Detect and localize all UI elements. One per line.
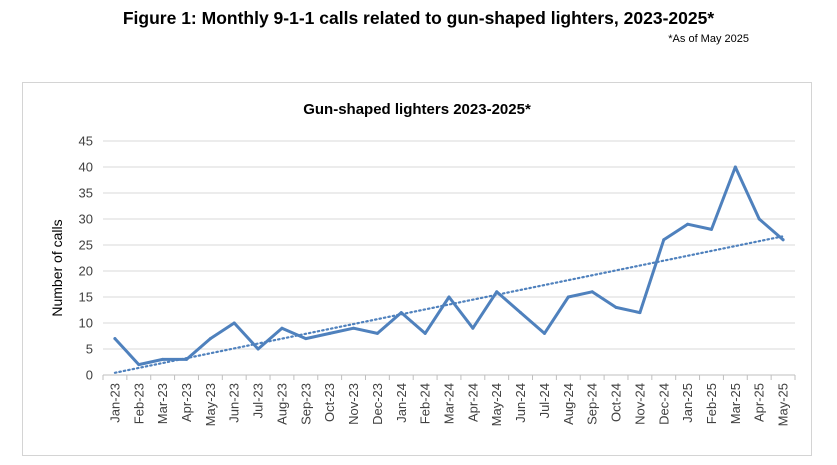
data-point: [757, 217, 761, 221]
y-axis-label: Number of calls: [49, 219, 65, 316]
series-group: [113, 165, 785, 374]
data-point: [590, 290, 594, 294]
y-tick-label: 15: [79, 290, 93, 305]
x-tick-label: May-24: [489, 383, 504, 426]
data-point: [256, 347, 260, 351]
x-tick-label: Oct-24: [609, 383, 624, 422]
data-point: [399, 311, 403, 315]
y-tick-label: 40: [79, 160, 93, 175]
x-tick-label: Nov-24: [632, 383, 647, 425]
y-tick-label: 10: [79, 316, 93, 331]
x-tick-label: Aug-24: [561, 383, 576, 425]
data-point: [304, 337, 308, 341]
x-tick-label: Feb-25: [704, 383, 719, 424]
data-point: [447, 295, 451, 299]
x-tick-label: Mar-23: [155, 383, 170, 424]
data-point: [161, 357, 165, 361]
x-tick-label: Jan-25: [680, 383, 695, 423]
data-point: [423, 331, 427, 335]
x-tick-label: Apr-23: [179, 383, 194, 422]
data-point: [280, 326, 284, 330]
data-point: [781, 238, 785, 242]
data-point: [352, 326, 356, 330]
x-tick-label: Jan-23: [107, 383, 122, 423]
x-tick-label: Dec-23: [370, 383, 385, 425]
x-tick-label: Feb-23: [131, 383, 146, 424]
chart-area: Gun-shaped lighters 2023-2025* Number of…: [22, 82, 812, 456]
x-tick-label: Apr-25: [752, 383, 767, 422]
data-point: [566, 295, 570, 299]
y-tick-label: 45: [79, 134, 93, 149]
x-tick-label: Oct-23: [322, 383, 337, 422]
data-point: [519, 311, 523, 315]
y-tick-label: 30: [79, 212, 93, 227]
y-tick-label: 0: [86, 368, 93, 383]
trendline: [113, 235, 785, 374]
x-tick-label: May-23: [203, 383, 218, 426]
x-tick-label: Jul-23: [251, 383, 266, 418]
data-point: [328, 331, 332, 335]
chart-title: Gun-shaped lighters 2023-2025*: [303, 101, 531, 118]
data-point: [232, 321, 236, 325]
figure-note: *As of May 2025: [668, 33, 749, 45]
data-point: [471, 326, 475, 330]
x-tick-label: Jun-23: [227, 383, 242, 423]
x-tick-label: Sep-24: [585, 383, 600, 425]
data-point: [137, 363, 141, 367]
x-tick-label: Apr-24: [465, 383, 480, 422]
x-tick-label: May-25: [776, 383, 791, 426]
x-tick-labels: Jan-23 Feb-23 Mar-23 Apr-23 May-23 Jun-23 Jul-…: [107, 383, 790, 426]
series-line-calls: [113, 165, 785, 367]
x-tick-label: Jul-24: [537, 383, 552, 418]
y-tick-label: 5: [86, 342, 93, 357]
x-tick-label: Sep-23: [298, 383, 313, 425]
data-point: [662, 238, 666, 242]
x-tick-label: Nov-23: [346, 383, 361, 425]
data-point: [495, 290, 499, 294]
data-point: [614, 305, 618, 309]
x-tick-label: Jun-24: [513, 383, 528, 423]
data-point: [113, 337, 117, 341]
x-tick-label: Mar-24: [442, 383, 457, 424]
x-tick-label: Aug-23: [274, 383, 289, 425]
x-tick-label: Mar-25: [728, 383, 743, 424]
x-tick-label: Dec-24: [656, 383, 671, 425]
data-point: [638, 311, 642, 315]
data-point: [709, 227, 713, 231]
data-point: [185, 357, 189, 361]
y-tick-label: 25: [79, 238, 93, 253]
x-tick-label: Feb-24: [418, 383, 433, 424]
gridlines: [102, 140, 796, 380]
data-point: [686, 222, 690, 226]
x-tick-label: Jan-24: [394, 383, 409, 423]
data-point: [542, 331, 546, 335]
data-point: [208, 337, 212, 341]
y-tick-label: 20: [79, 264, 93, 279]
y-tick-label: 35: [79, 186, 93, 201]
figure-title: Figure 1: Monthly 9-1-1 calls related to…: [122, 8, 715, 28]
data-point: [733, 165, 737, 169]
data-point: [375, 331, 379, 335]
line-chart: Gun-shaped lighters 2023-2025* Number of…: [49, 101, 796, 426]
y-tick-labels: 0 5 10 15 20 25 30 35 40 45: [79, 134, 93, 383]
